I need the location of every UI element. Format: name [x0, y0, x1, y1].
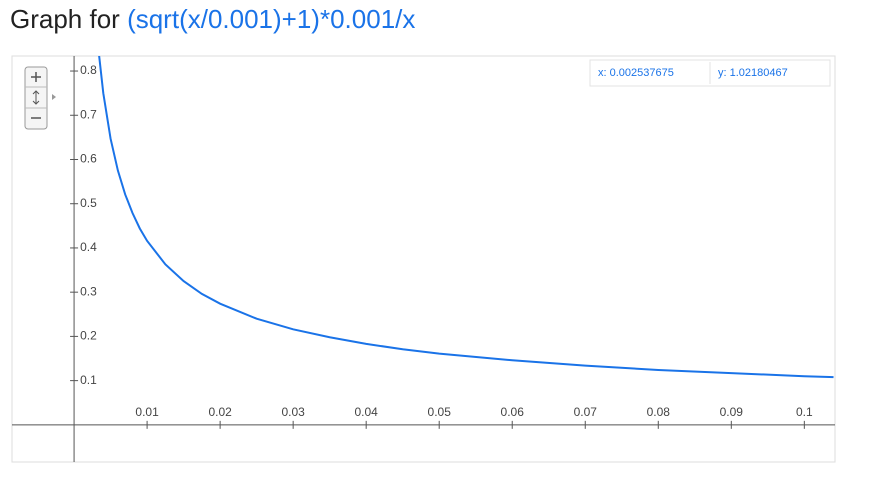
y-tick-label: 0.3 [80, 284, 97, 298]
plot-frame [11, 55, 836, 463]
x-tick-label: 0.09 [720, 405, 744, 419]
title: Graph for (sqrt(x/0.001)+1)*0.001/x [10, 4, 415, 35]
x-tick-label: 0.07 [574, 405, 598, 419]
title-prefix: Graph for [10, 4, 120, 34]
pan-expand[interactable] [52, 94, 56, 100]
x-tick-label: 0.06 [501, 405, 525, 419]
y-tick-label: 0.2 [80, 329, 97, 343]
y-tick-label: 0.8 [80, 63, 97, 77]
pan-vertical[interactable] [32, 90, 40, 105]
x-tick-label: 0.03 [281, 405, 305, 419]
y-tick-label: 0.6 [80, 152, 97, 166]
plot-area: 0.01 0.02 0.03 0.04 0.05 0.06 0.07 0.08 0.09 0.1 0… [12, 56, 835, 462]
tooltip-y: y: 1.02180467 [718, 67, 788, 79]
y-tick-label: 0.7 [80, 107, 97, 121]
x-tick-label: 0.05 [428, 405, 452, 419]
x-tick-label: 0.08 [647, 405, 671, 419]
curve [98, 56, 834, 379]
y-tick-label: 0.5 [80, 196, 97, 210]
x-tick-label: 0.04 [354, 405, 378, 419]
y-tick-label: 0.1 [80, 373, 97, 387]
title-function: (sqrt(x/0.001)+1)*0.001/x [127, 4, 416, 34]
tooltip-x: x: 0.002537675 [598, 67, 674, 79]
x-tick-label: 0.1 [796, 405, 813, 419]
y-tick-label: 0.4 [80, 240, 97, 254]
tooltip: x: 0.002537675 y: 1.02180467 [589, 59, 831, 87]
x-tick-label: 0.02 [208, 405, 232, 419]
zoom-in[interactable] [31, 72, 41, 82]
zoom-controls[interactable] [24, 66, 56, 130]
x-tick-label: 0.01 [135, 405, 159, 419]
